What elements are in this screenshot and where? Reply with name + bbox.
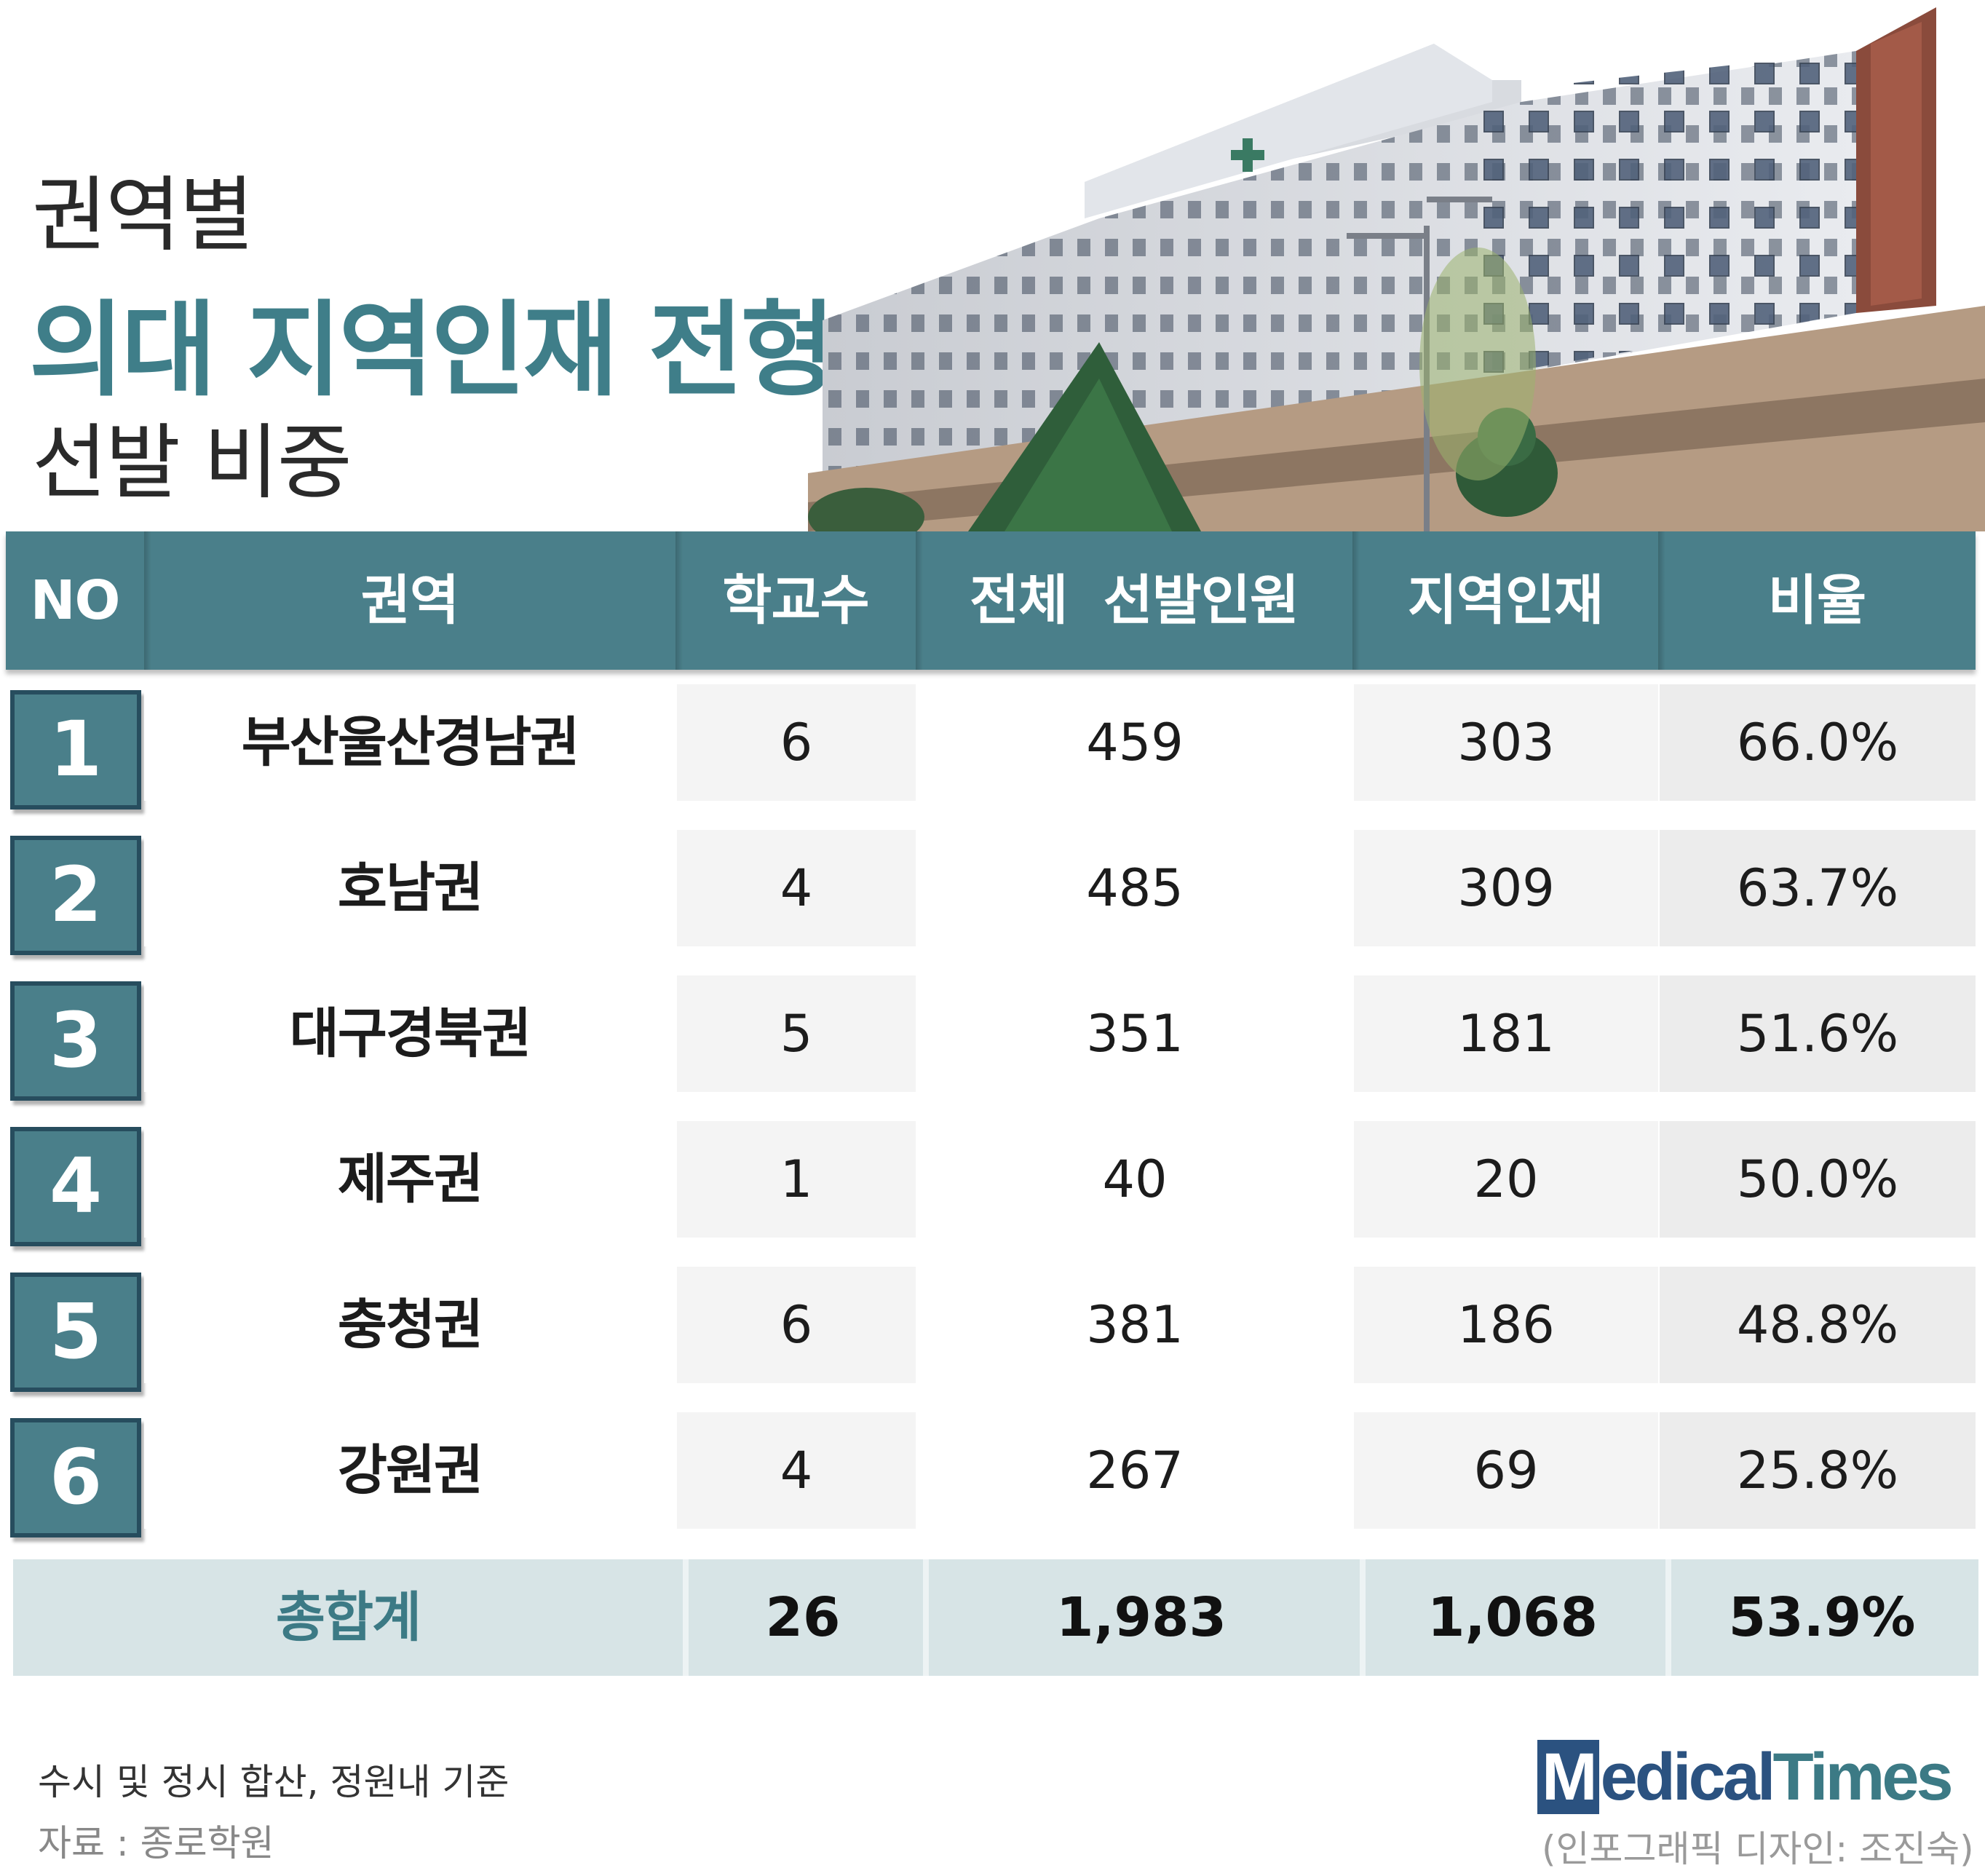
- total-label: 총합계: [275, 1586, 421, 1649]
- logo-times: Times: [1772, 1740, 1953, 1814]
- header-schools: 학교수: [722, 569, 869, 632]
- schools-cell: 4: [677, 830, 916, 946]
- title-line-2: 의대 지역인재 전형: [29, 290, 836, 411]
- region-cell: 제주권: [144, 1121, 675, 1238]
- schools-cell: 1: [677, 1121, 916, 1238]
- local-cell: 181: [1354, 975, 1658, 1092]
- total-local: 1,068: [1427, 1586, 1598, 1649]
- row-number-badge: 6: [10, 1418, 141, 1537]
- header-divider: [1658, 531, 1665, 670]
- header-divider: [675, 531, 683, 670]
- header-total-selection: 전체 선발인원: [969, 569, 1299, 632]
- ratio-cell: 66.0%: [1660, 684, 1976, 801]
- ratio-cell: 51.6%: [1660, 975, 1976, 1092]
- header-divider: [144, 531, 151, 670]
- total-cell: 267: [917, 1412, 1352, 1529]
- selection-table: NO 권역 학교수 전체 선발인원 지역인재 비율 1 부산울산경남권 6 45…: [6, 531, 1978, 1676]
- title-line-1: 권역별: [32, 168, 254, 263]
- ratio-cell: 63.7%: [1660, 830, 1976, 946]
- row-number-badge: 1: [10, 690, 141, 810]
- total-divider: [1360, 1559, 1366, 1676]
- table-row: 3 대구경북권 5 351 181 51.6%: [6, 975, 1976, 1101]
- total-cell: 351: [917, 975, 1352, 1092]
- table-row: 1 부산울산경남권 6 459 303 66.0%: [6, 684, 1976, 810]
- row-number-badge: 5: [10, 1273, 141, 1392]
- logo-medical: edical: [1600, 1740, 1776, 1814]
- total-cell: 381: [917, 1267, 1352, 1383]
- table-row: 5 충청권 6 381 186 48.8%: [6, 1267, 1976, 1392]
- ratio-cell: 50.0%: [1660, 1121, 1976, 1238]
- header-divider: [1352, 531, 1360, 670]
- total-cell: 485: [917, 830, 1352, 946]
- total-divider: [923, 1559, 929, 1676]
- total-row: 총합계 26 1,983 1,068 53.9%: [13, 1559, 1978, 1676]
- row-number-badge: 2: [10, 836, 141, 955]
- table-row: 2 호남권 4 485 309 63.7%: [6, 830, 1976, 955]
- footnote-basis: 수시 및 정시 합산, 정원내 기준: [38, 1761, 510, 1803]
- header-ratio: 비율: [1767, 569, 1866, 632]
- header-region: 권역: [360, 569, 459, 632]
- table-row: 6 강원권 4 267 69 25.8%: [6, 1412, 1976, 1537]
- ratio-cell: 25.8%: [1660, 1412, 1976, 1529]
- total-divider: [1665, 1559, 1671, 1676]
- total-selection: 1,983: [1055, 1586, 1227, 1649]
- ratio-cell: 48.8%: [1660, 1267, 1976, 1383]
- local-cell: 303: [1354, 684, 1658, 801]
- header-local-talent: 지역인재: [1407, 569, 1604, 632]
- schools-cell: 5: [677, 975, 916, 1092]
- total-schools: 26: [765, 1586, 841, 1649]
- medicaltimes-logo: MedicalTimes: [1537, 1737, 1954, 1817]
- row-number-badge: 3: [10, 981, 141, 1101]
- region-cell: 대구경북권: [144, 975, 675, 1092]
- row-number-badge: 4: [10, 1127, 141, 1246]
- schools-cell: 6: [677, 1267, 916, 1383]
- footnote-source: 자료 : 종로학원: [38, 1822, 274, 1864]
- design-credit: (인포그래픽 디자인: 조진숙): [1542, 1828, 1974, 1870]
- region-cell: 부산울산경남권: [144, 684, 675, 801]
- region-cell: 강원권: [144, 1412, 675, 1529]
- total-ratio: 53.9%: [1728, 1586, 1916, 1649]
- region-cell: 충청권: [144, 1267, 675, 1383]
- region-cell: 호남권: [144, 830, 675, 946]
- local-cell: 20: [1354, 1121, 1658, 1238]
- local-cell: 309: [1354, 830, 1658, 946]
- table-row: 4 제주권 1 40 20 50.0%: [6, 1121, 1976, 1246]
- header-divider: [916, 531, 923, 670]
- title-line-3: 선발 비중: [32, 416, 352, 510]
- logo-m: M: [1537, 1740, 1599, 1814]
- header-no: NO: [30, 569, 121, 632]
- total-cell: 40: [917, 1121, 1352, 1238]
- total-cell: 459: [917, 684, 1352, 801]
- schools-cell: 4: [677, 1412, 916, 1529]
- schools-cell: 6: [677, 684, 916, 801]
- total-divider: [683, 1559, 689, 1676]
- table-header: NO 권역 학교수 전체 선발인원 지역인재 비율: [6, 531, 1976, 670]
- local-cell: 69: [1354, 1412, 1658, 1529]
- local-cell: 186: [1354, 1267, 1658, 1383]
- hospital-building-image: [808, 7, 1985, 531]
